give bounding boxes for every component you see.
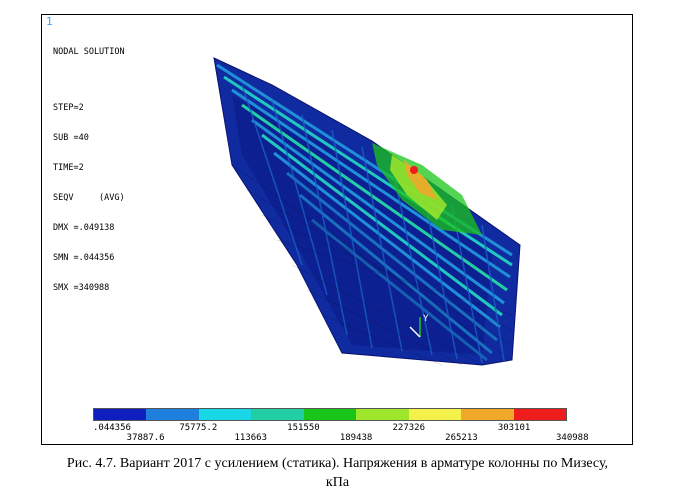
rebar-stirrups <box>241 84 505 364</box>
colorbar-tick-label: 75775.2 <box>179 423 218 433</box>
solution-legend: NODAL SOLUTION STEP=2 SUB =40 TIME=2 SEQ… <box>53 27 125 313</box>
colorbar-tick-label: 227326 <box>392 423 426 433</box>
colorbar-swatch <box>94 409 147 420</box>
axis-triad-icon: Y <box>409 314 429 338</box>
colorbar-swatch <box>513 409 566 420</box>
solution-title: NODAL SOLUTION <box>53 47 125 57</box>
colorbar-swatch <box>356 409 409 420</box>
colorbar-swatch <box>461 409 514 420</box>
colorbar-tick-label: 37887.6 <box>126 433 165 443</box>
colorbar-tick-label: 189438 <box>339 433 373 443</box>
colorbar-tick-label: 151550 <box>287 423 320 433</box>
colorbar-tick-label: 303101 <box>497 423 531 433</box>
contour-colorbar <box>93 408 567 421</box>
figure-caption: Рис. 4.7. Вариант 2017 с усилением (стат… <box>0 454 675 492</box>
triad-y-label: Y <box>423 314 429 324</box>
solution-step: STEP=2 <box>53 103 84 113</box>
colorbar-tick-label: .044356 <box>93 423 131 433</box>
caption-line-1: Рис. 4.7. Вариант 2017 с усилением (стат… <box>66 456 609 471</box>
solution-sub: SUB =40 <box>53 133 89 143</box>
colorbar-tick-label: 340988 <box>556 433 589 443</box>
colorbar-swatch <box>251 409 304 420</box>
colorbar-swatch <box>303 409 357 420</box>
solution-dmx: DMX =.049138 <box>53 223 115 233</box>
stress-hotspot <box>372 143 482 235</box>
mesh-grid <box>231 164 513 366</box>
solution-seqv: SEQV (AVG) <box>53 193 125 203</box>
figure-frame: 1 NODAL SOLUTION STEP=2 SUB =40 TIME=2 S… <box>41 14 633 445</box>
colorbar-swatch <box>408 409 462 420</box>
solution-time: TIME=2 <box>53 163 84 173</box>
solution-smn: SMN =.044356 <box>53 253 115 263</box>
colorbar-swatch <box>198 409 252 420</box>
solution-smx: SMX =340988 <box>53 283 110 293</box>
colorbar-tick-label: 265213 <box>445 433 478 443</box>
caption-line-2: кПа <box>325 475 350 490</box>
colorbar-tick-label: 113663 <box>234 433 268 443</box>
rebar-mesh-plot: Y <box>213 57 521 366</box>
colorbar-swatch <box>146 409 199 420</box>
window-number: 1 <box>46 15 53 28</box>
